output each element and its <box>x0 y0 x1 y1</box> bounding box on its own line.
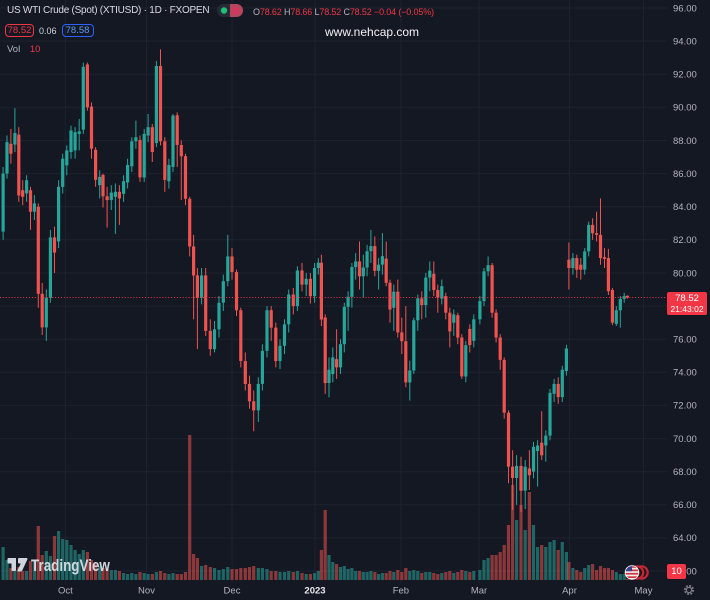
svg-text:May: May <box>635 586 653 597</box>
svg-text:66.00: 66.00 <box>673 500 697 511</box>
svg-text:Apr: Apr <box>562 586 577 597</box>
svg-text:68.00: 68.00 <box>673 467 697 478</box>
svg-text:84.00: 84.00 <box>673 202 697 213</box>
svg-text:72.00: 72.00 <box>673 401 697 412</box>
svg-text:86.00: 86.00 <box>673 169 697 180</box>
svg-text:74.00: 74.00 <box>673 368 697 379</box>
svg-text:82.00: 82.00 <box>673 235 697 246</box>
svg-text:96.00: 96.00 <box>673 3 697 14</box>
svg-text:80.00: 80.00 <box>673 268 697 279</box>
svg-text:Oct: Oct <box>58 586 73 597</box>
svg-text:76.00: 76.00 <box>673 335 697 346</box>
svg-text:88.00: 88.00 <box>673 136 697 147</box>
svg-text:Dec: Dec <box>224 586 241 597</box>
svg-text:Mar: Mar <box>471 586 487 597</box>
svg-text:64.00: 64.00 <box>673 533 697 544</box>
svg-text:Feb: Feb <box>393 586 409 597</box>
svg-text:90.00: 90.00 <box>673 103 697 114</box>
svg-text:92.00: 92.00 <box>673 70 697 81</box>
svg-text:94.00: 94.00 <box>673 36 697 47</box>
svg-text:2023: 2023 <box>304 586 325 597</box>
svg-text:70.00: 70.00 <box>673 434 697 445</box>
svg-text:Nov: Nov <box>138 586 155 597</box>
